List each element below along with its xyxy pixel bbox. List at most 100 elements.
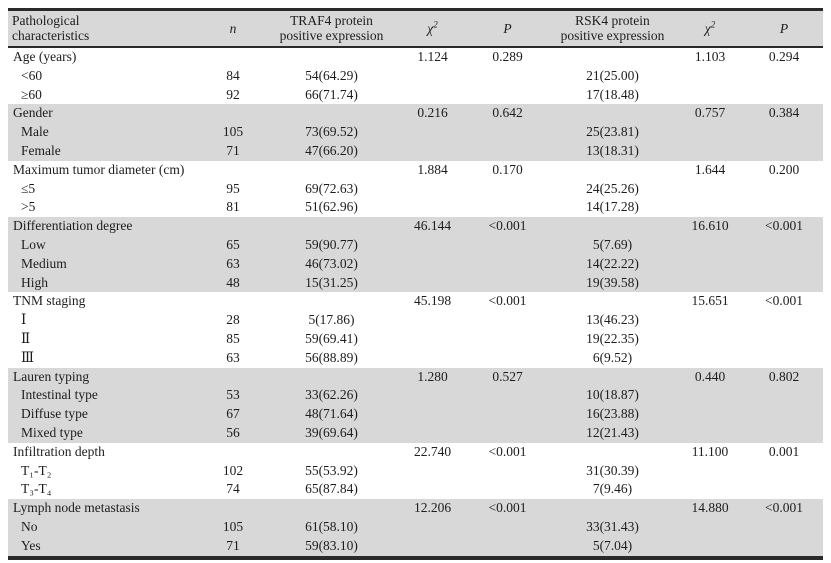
cell-characteristic: ≥60: [21, 86, 42, 102]
cell-chi-squared-traf4: [400, 273, 465, 293]
cell-characteristic: Maximum tumor diameter (cm): [13, 161, 185, 177]
cell-chi-squared-rsk4: 16.610: [675, 217, 745, 236]
cell-chi-squared-rsk4: [675, 198, 745, 217]
cell-p-traf4: [465, 330, 550, 349]
col-header-chi-squared-rsk4: χ2: [675, 9, 745, 47]
cell-traf4-expression: [263, 104, 400, 124]
cell-traf4-expression: [263, 367, 400, 387]
cell-chi-squared-rsk4: [675, 180, 745, 199]
cell-characteristic: Ⅲ: [21, 349, 35, 365]
cell-p-traf4: [465, 311, 550, 330]
cell-n: 85: [226, 330, 240, 346]
chi-squared-label: χ2: [704, 19, 716, 36]
cell-p-traf4: [465, 536, 550, 558]
cell-rsk4-expression: [550, 217, 675, 236]
data-row: Yes 71 59(83.10) 5(7.04): [8, 536, 823, 558]
cell-chi-squared-rsk4: 1.644: [694, 161, 726, 177]
cell-chi-squared-traf4: 1.124: [417, 49, 448, 64]
cell-p-rsk4: [745, 405, 823, 424]
data-row: Low 65 59(90.77) 5(7.69): [8, 235, 823, 255]
cell-chi-squared-rsk4: [675, 273, 745, 293]
cell-chi-squared-traf4: [400, 536, 465, 558]
cell-chi-squared-rsk4: [675, 235, 745, 255]
col-header-rsk4-expression: RSK4 protein positive expression: [550, 9, 675, 47]
cell-chi-squared-traf4: [400, 254, 465, 274]
cell-characteristic: T₁-T₂: [21, 462, 52, 478]
cell-n: [203, 104, 263, 124]
cell-p-traf4: 0.289: [492, 49, 523, 64]
cell-characteristic: T₃-T₄: [21, 481, 52, 497]
cell-traf4-expression: 73(69.52): [263, 123, 400, 142]
cell-n: 48: [203, 273, 263, 293]
col-header-p-rsk4: P: [745, 9, 823, 47]
cell-p-traf4: [465, 386, 550, 406]
cell-characteristic: Lauren typing: [8, 367, 203, 387]
cell-characteristic: TNM staging: [13, 293, 86, 309]
data-row: Male 105 73(69.52) 25(23.81): [8, 123, 823, 142]
cell-chi-squared-rsk4: [675, 311, 745, 330]
cell-p-rsk4: [745, 311, 823, 330]
cell-chi-squared-traf4: [400, 405, 465, 424]
cell-traf4-expression: 66(71.74): [305, 86, 358, 102]
cell-rsk4-expression: 13(46.23): [586, 312, 639, 328]
cell-rsk4-expression: 31(30.39): [586, 462, 639, 478]
cell-traf4-expression: 59(83.10): [263, 536, 400, 558]
cell-chi-squared-traf4: [400, 311, 465, 330]
cell-rsk4-expression: [550, 104, 675, 124]
cell-traf4-expression: 59(69.41): [305, 330, 358, 346]
cell-chi-squared-rsk4: 15.651: [691, 293, 729, 309]
cell-p-rsk4: 0.802: [745, 367, 823, 387]
table-header: Pathological characteristics n TRAF4 pro…: [8, 9, 823, 47]
cell-characteristic: Yes: [8, 536, 203, 558]
cell-chi-squared-rsk4: [675, 254, 745, 274]
cell-p-rsk4: [745, 517, 823, 537]
cell-characteristic: >5: [21, 199, 36, 215]
cell-n: [203, 217, 263, 236]
cell-p-traf4: <0.001: [465, 217, 550, 236]
cell-chi-squared-rsk4: [675, 480, 745, 499]
cell-n: 84: [226, 67, 240, 83]
cell-p-rsk4: [745, 235, 823, 255]
cell-p-rsk4: 0.294: [768, 49, 800, 64]
cell-p-rsk4: [745, 198, 823, 217]
cell-traf4-expression: 61(58.10): [263, 517, 400, 537]
cell-n: [203, 443, 263, 462]
cell-p-traf4: [465, 180, 550, 199]
cell-n: 74: [226, 481, 240, 497]
cell-characteristic: Intestinal type: [8, 386, 203, 406]
cell-p-rsk4: [745, 462, 823, 481]
data-row: Ⅱ 85 59(69.41) 19(22.35): [8, 330, 823, 349]
cell-p-rsk4: 0.001: [768, 443, 800, 459]
cell-traf4-expression: 48(71.64): [263, 405, 400, 424]
cell-n: [203, 47, 263, 67]
cell-traf4-expression: [263, 443, 400, 462]
data-row: ≤5 95 69(72.63) 24(25.26): [8, 180, 823, 199]
cell-chi-squared-rsk4: 11.100: [691, 443, 729, 459]
cell-p-traf4: [465, 86, 550, 105]
cell-p-rsk4: [745, 141, 823, 161]
cell-rsk4-expression: 10(18.87): [550, 386, 675, 406]
cell-n: 105: [203, 517, 263, 537]
cell-characteristic: Low: [8, 235, 203, 255]
cell-characteristic: Female: [8, 141, 203, 161]
cell-chi-squared-traf4: [400, 235, 465, 255]
cell-traf4-expression: [263, 47, 400, 67]
section-row: Lauren typing 1.280 0.527 0.440 0.802: [8, 367, 823, 387]
cell-traf4-expression: 55(53.92): [305, 462, 358, 478]
cell-p-traf4: [465, 67, 550, 86]
cell-n: 71: [203, 536, 263, 558]
cell-p-rsk4: [745, 330, 823, 349]
cell-characteristic: Medium: [8, 254, 203, 274]
cell-rsk4-expression: 24(25.26): [586, 180, 639, 196]
data-row: Ⅰ 28 5(17.86) 13(46.23): [8, 311, 823, 330]
cell-traf4-expression: [263, 217, 400, 236]
cell-characteristic: Lymph node metastasis: [8, 499, 203, 518]
section-row: TNM staging 45.198 <0.001 15.651 <0.001: [8, 292, 823, 311]
cell-rsk4-expression: 17(18.48): [586, 86, 639, 102]
cell-n: 102: [222, 462, 244, 478]
section-row: Lymph node metastasis 12.206 <0.001 14.880 <…: [8, 499, 823, 518]
cell-traf4-expression: 59(90.77): [263, 235, 400, 255]
cell-chi-squared-rsk4: [675, 123, 745, 142]
cell-characteristic: High: [8, 273, 203, 293]
